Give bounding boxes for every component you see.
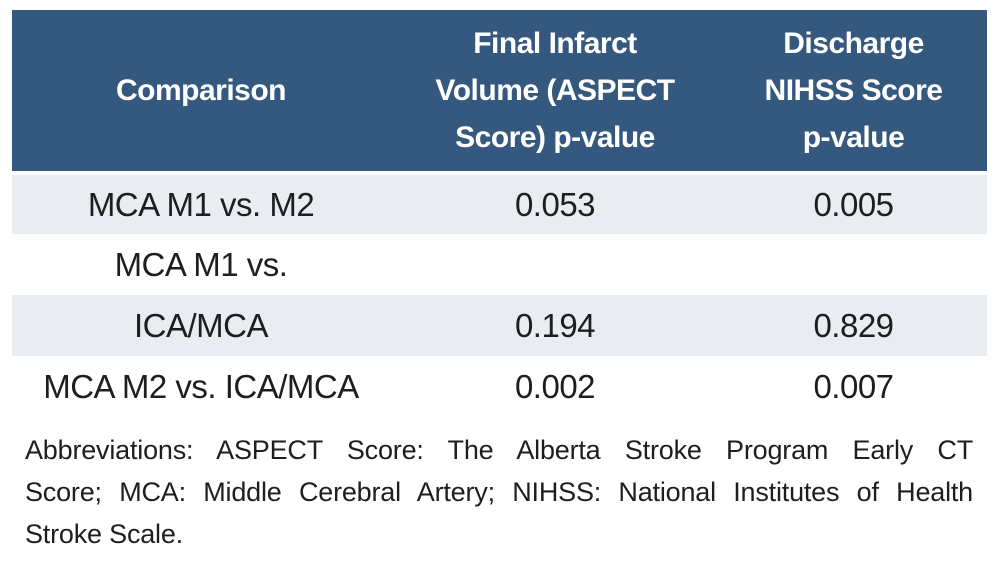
footnote-line-1: Abbreviations: ASPECT Score: The Alberta… [25,435,973,465]
cell-discharge-p-value: 0.007 [720,356,987,417]
table-header-row: Comparison Final Infarct Volume (ASPECT … [12,10,987,173]
cell-discharge-p-value [720,234,987,295]
cell-discharge-p-value: 0.829 [720,295,987,356]
cell-comparison: MCA M1 vs. M2 [12,171,390,234]
comparison-results-table: Comparison Final Infarct Volume (ASPECT … [12,10,987,417]
column-header-discharge-nihss: Discharge NIHSS Score p-value [720,10,987,173]
cell-comparison: MCA M2 vs. ICA/MCA [12,356,390,417]
footnote-line-2: Score; MCA: Middle Cerebral Artery; NIHS… [25,477,973,507]
column-header-final-infarct-line-3: Score) p-value [455,121,655,154]
column-header-final-infarct-line-1: Final Infarct [473,27,637,60]
column-header-discharge-line-2: NIHSS Score [764,74,943,107]
table-row: MCA M2 vs. ICA/MCA 0.002 0.007 [12,356,987,417]
column-header-comparison: Comparison [12,10,390,173]
table-row: MCA M1 vs. [12,234,987,295]
cell-comparison: ICA/MCA [12,295,390,356]
cell-final-infarct-p-value: 0.194 [390,295,720,356]
footnote-line-3: Stroke Scale. [25,519,183,549]
cell-comparison: MCA M1 vs. [12,234,390,295]
cell-final-infarct-p-value: 0.002 [390,356,720,417]
cell-discharge-p-value: 0.005 [720,171,987,234]
column-header-final-infarct-line-2: Volume (ASPECT [435,74,675,107]
cell-final-infarct-p-value [390,234,720,295]
column-header-comparison-label: Comparison [115,74,287,107]
table-row: ICA/MCA 0.194 0.829 [12,295,987,356]
column-header-discharge-line-1: Discharge [783,27,924,60]
cell-final-infarct-p-value: 0.053 [390,171,720,234]
abbreviations-footnote: Abbreviations: ASPECT Score: The Alberta… [25,429,973,555]
column-header-final-infarct-volume: Final Infarct Volume (ASPECT Score) p-va… [390,10,720,173]
column-header-discharge-line-3: p-value [802,121,905,154]
table-row: MCA M1 vs. M2 0.053 0.005 [12,171,987,234]
